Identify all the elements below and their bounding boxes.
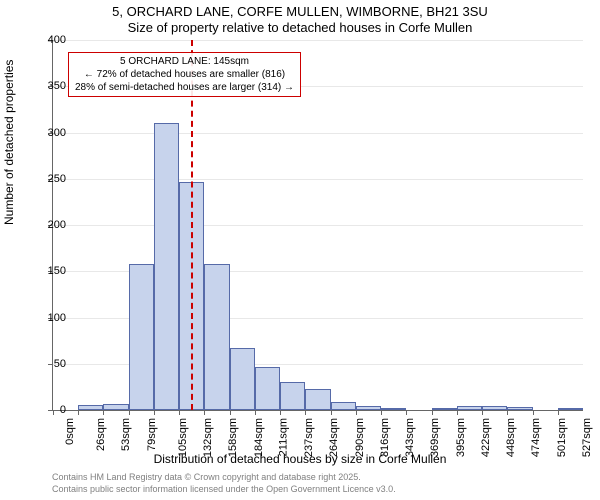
grid-line: [53, 225, 583, 226]
x-tick-mark: [230, 410, 231, 415]
x-tick-mark: [179, 410, 180, 415]
x-tick-label: 158sqm: [228, 418, 240, 457]
grid-line: [53, 179, 583, 180]
x-tick-label: 105sqm: [177, 418, 189, 457]
chart-title-line2: Size of property relative to detached ho…: [0, 20, 600, 35]
histogram-bar: [457, 406, 482, 410]
annotation-box: 5 ORCHARD LANE: 145sqm← 72% of detached …: [68, 52, 301, 97]
x-tick-mark: [103, 410, 104, 415]
footnote-2: Contains public sector information licen…: [52, 484, 396, 494]
histogram-bar: [507, 407, 532, 410]
y-tick-label: 0: [36, 404, 66, 416]
x-tick-mark: [78, 410, 79, 415]
chart-container: 5, ORCHARD LANE, CORFE MULLEN, WIMBORNE,…: [0, 0, 600, 500]
x-tick-label: 395sqm: [455, 418, 467, 457]
y-tick-label: 250: [36, 173, 66, 185]
y-tick-label: 400: [36, 34, 66, 46]
x-tick-label: 474sqm: [530, 418, 542, 457]
x-tick-label: 527sqm: [581, 418, 593, 457]
x-tick-label: 501sqm: [556, 418, 568, 457]
histogram-bar: [230, 348, 255, 410]
histogram-bar: [255, 367, 280, 410]
grid-line: [53, 133, 583, 134]
x-tick-mark: [305, 410, 306, 415]
x-tick-mark: [457, 410, 458, 415]
histogram-bar: [305, 389, 330, 410]
histogram-bar: [558, 408, 583, 410]
x-tick-mark: [406, 410, 407, 415]
x-tick-label: 343sqm: [404, 418, 416, 457]
x-tick-mark: [356, 410, 357, 415]
x-tick-label: 237sqm: [303, 418, 315, 457]
x-tick-mark: [129, 410, 130, 415]
y-axis-label: Number of detached properties: [2, 60, 16, 225]
histogram-bar: [280, 382, 305, 410]
x-tick-label: 0sqm: [64, 418, 76, 445]
x-tick-mark: [533, 410, 534, 415]
footnote-1: Contains HM Land Registry data © Crown c…: [52, 472, 361, 482]
x-tick-mark: [482, 410, 483, 415]
chart-title-line1: 5, ORCHARD LANE, CORFE MULLEN, WIMBORNE,…: [0, 4, 600, 19]
x-tick-mark: [507, 410, 508, 415]
x-tick-mark: [204, 410, 205, 415]
x-tick-label: 448sqm: [505, 418, 517, 457]
histogram-bar: [103, 404, 128, 410]
x-tick-label: 422sqm: [480, 418, 492, 457]
x-tick-label: 264sqm: [329, 418, 341, 457]
x-tick-label: 316sqm: [379, 418, 391, 457]
x-tick-label: 369sqm: [429, 418, 441, 457]
x-tick-label: 211sqm: [277, 418, 289, 456]
histogram-bar: [204, 264, 229, 410]
histogram-bar: [482, 406, 507, 410]
annotation-line: ← 72% of detached houses are smaller (81…: [75, 68, 294, 81]
y-tick-label: 50: [36, 358, 66, 370]
x-tick-mark: [280, 410, 281, 415]
y-tick-label: 200: [36, 219, 66, 231]
plot-area: 0sqm26sqm53sqm79sqm105sqm132sqm158sqm184…: [52, 40, 583, 411]
histogram-bar: [432, 408, 457, 410]
y-tick-label: 150: [36, 265, 66, 277]
x-tick-mark: [255, 410, 256, 415]
x-tick-label: 26sqm: [95, 418, 107, 451]
x-tick-mark: [432, 410, 433, 415]
grid-line: [53, 40, 583, 41]
histogram-bar: [381, 408, 406, 410]
x-tick-label: 184sqm: [253, 418, 265, 457]
histogram-bar: [331, 402, 356, 410]
x-tick-mark: [381, 410, 382, 415]
y-tick-label: 350: [36, 80, 66, 92]
histogram-bar: [154, 123, 179, 410]
x-tick-label: 290sqm: [354, 418, 366, 457]
histogram-bar: [129, 264, 154, 410]
annotation-line: 28% of semi-detached houses are larger (…: [75, 81, 294, 94]
annotation-line: 5 ORCHARD LANE: 145sqm: [75, 55, 294, 68]
x-tick-label: 53sqm: [121, 418, 133, 451]
y-tick-label: 300: [36, 127, 66, 139]
x-tick-label: 79sqm: [146, 418, 158, 451]
histogram-bar: [356, 406, 381, 410]
x-tick-mark: [331, 410, 332, 415]
x-tick-mark: [154, 410, 155, 415]
x-tick-label: 132sqm: [202, 418, 214, 457]
y-tick-label: 100: [36, 312, 66, 324]
histogram-bar: [78, 405, 103, 410]
x-tick-mark: [558, 410, 559, 415]
